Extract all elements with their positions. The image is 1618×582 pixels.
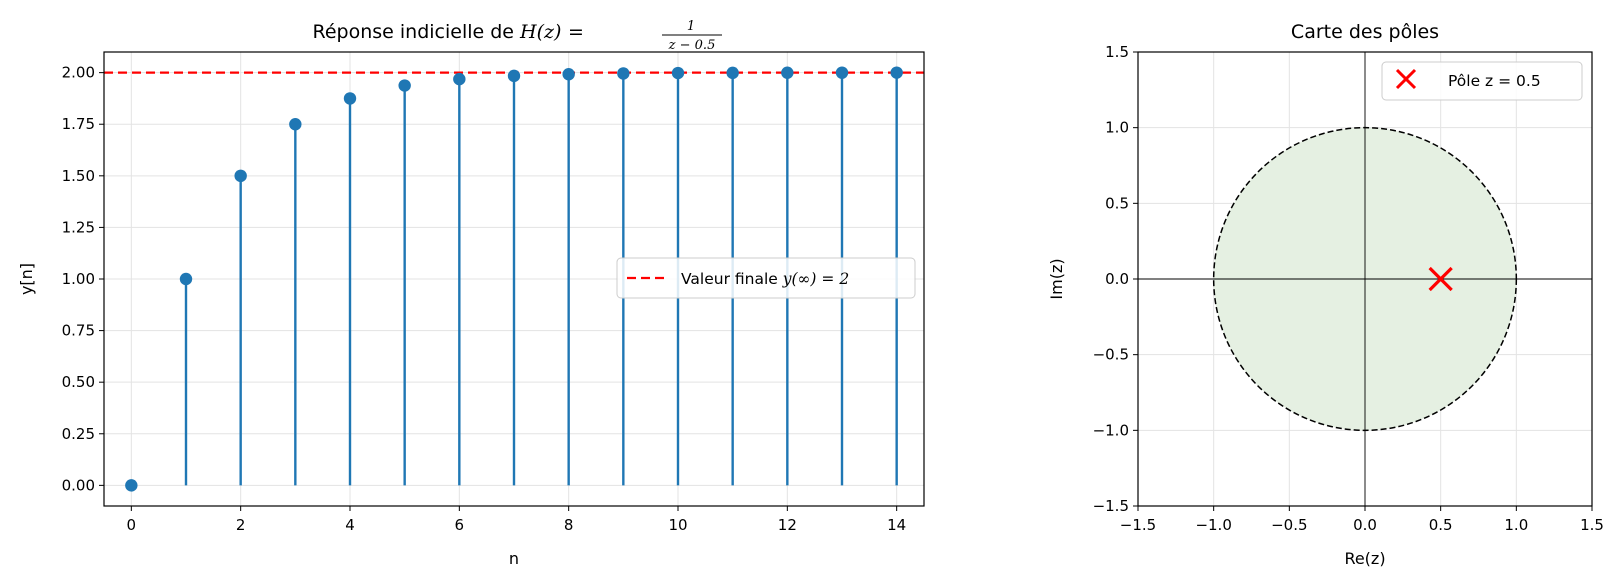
legend-x-stroke-b — [1395, 68, 1417, 90]
stem-marker — [781, 66, 794, 79]
left-y-tick-label: 0.75 — [62, 322, 95, 340]
stem-marker — [125, 479, 138, 492]
left-x-label: n — [509, 549, 519, 568]
left-x-tick-label: 4 — [345, 516, 355, 534]
right-y-label: Im(z) — [1047, 258, 1066, 299]
right-x-tick-label: −1.5 — [1120, 516, 1156, 534]
left-x-ticks: 0 2 4 6 8 10 12 14 — [127, 506, 906, 534]
left-y-tick-label: 1.00 — [62, 270, 95, 288]
pole-markers — [1428, 266, 1453, 292]
right-y-tick-label: 0.0 — [1105, 270, 1129, 288]
stem-marker — [617, 67, 630, 80]
right-x-tick-label: 1.0 — [1504, 516, 1528, 534]
left-y-tick-label: 1.75 — [62, 115, 95, 133]
right-x-tick-label: 0.0 — [1353, 516, 1377, 534]
left-x-tick-label: 2 — [236, 516, 246, 534]
left-y-tick-label: 2.00 — [62, 64, 95, 82]
right-x-label: Re(z) — [1344, 549, 1385, 568]
stem-marker — [835, 66, 849, 79]
left-y-ticks: 0.00 0.25 0.50 0.75 1.00 1.25 1.50 1.75 2.00 — [62, 64, 104, 494]
left-x-tick-label: 6 — [455, 516, 465, 534]
right-y-tick-label: −1.0 — [1093, 421, 1129, 439]
right-y-tick-label: 1.0 — [1105, 119, 1129, 137]
left-x-tick-label: 0 — [127, 516, 137, 534]
unit-circle — [1212, 126, 1518, 432]
left-y-tick-label: 1.50 — [62, 167, 95, 185]
pole-map-plot: −1.5 −1.0 −0.5 0.0 0.5 1.0 1.5 −1.5 −1.0 −0.5 0.0… — [1047, 21, 1604, 568]
stem-marker — [398, 79, 411, 92]
left-x-tick-label: 12 — [778, 516, 797, 534]
left-title-math: H(z) = 1 z − 0.5 — [519, 19, 722, 53]
left-y-label: y[n] — [17, 263, 36, 295]
right-y-ticks: −1.5 −1.0 −0.5 0.0 0.5 1.0 1.5 — [1093, 43, 1138, 515]
stem-marker — [671, 66, 685, 80]
stem-marker — [179, 272, 193, 286]
stem-series — [125, 66, 903, 492]
left-legend-label-text: Valeur finale — [681, 270, 783, 288]
right-y-tick-label: −0.5 — [1093, 346, 1129, 364]
left-title-den: z − 0.5 — [668, 38, 716, 53]
stem-marker — [562, 68, 575, 81]
stem-marker — [507, 69, 521, 83]
right-x-ticks: −1.5 −1.0 −0.5 0.0 0.5 1.0 1.5 — [1120, 506, 1604, 534]
right-legend-label: Pôle z = 0.5 — [1448, 72, 1541, 90]
pole-x-stroke — [1428, 266, 1453, 292]
stem-marker — [234, 169, 247, 183]
stem-marker — [343, 92, 357, 105]
left-y-tick-label: 0.00 — [62, 476, 95, 494]
left-legend: Valeur finale y(∞) = 2 — [616, 257, 916, 299]
left-x-tick-label: 14 — [887, 516, 906, 534]
right-title: Carte des pôles — [1291, 21, 1439, 43]
right-x-tick-label: −0.5 — [1271, 516, 1307, 534]
left-title-prefix: Réponse indicielle de — [312, 21, 514, 43]
right-legend: Pôle z = 0.5 — [1381, 61, 1583, 101]
left-title-eq: = — [568, 21, 584, 43]
right-x-tick-label: 1.5 — [1580, 516, 1604, 534]
step-response-plot: 0 2 4 6 8 10 12 14 0.00 0.25 0.50 0.75 1.00 1.25 1.50… — [17, 19, 925, 568]
left-x-tick-label: 8 — [564, 516, 574, 534]
stem-marker — [289, 118, 302, 131]
left-title-num: 1 — [687, 19, 695, 34]
left-legend-box — [616, 257, 916, 299]
left-legend-label: Valeur finale y(∞) = 2 — [681, 270, 849, 288]
left-y-tick-label: 1.25 — [62, 218, 95, 236]
right-y-tick-label: 0.5 — [1105, 194, 1129, 212]
left-y-tick-label: 0.50 — [62, 373, 95, 391]
legend-x-marker-icon — [1395, 68, 1417, 90]
right-x-tick-label: −1.0 — [1195, 516, 1231, 534]
right-legend-box — [1381, 61, 1583, 101]
left-title-lhs: H(z) — [519, 21, 561, 43]
left-y-tick-label: 0.25 — [62, 425, 95, 443]
right-x-tick-label: 0.5 — [1429, 516, 1453, 534]
pole-marker — [1428, 266, 1453, 292]
right-y-tick-label: −1.5 — [1093, 497, 1129, 515]
left-legend-label-math: y(∞) = 2 — [782, 270, 849, 288]
right-y-tick-label: 1.5 — [1105, 43, 1129, 61]
stem-marker — [726, 66, 739, 80]
stem-marker — [453, 72, 466, 86]
stem-marker — [890, 66, 903, 79]
left-x-tick-label: 10 — [668, 516, 687, 534]
